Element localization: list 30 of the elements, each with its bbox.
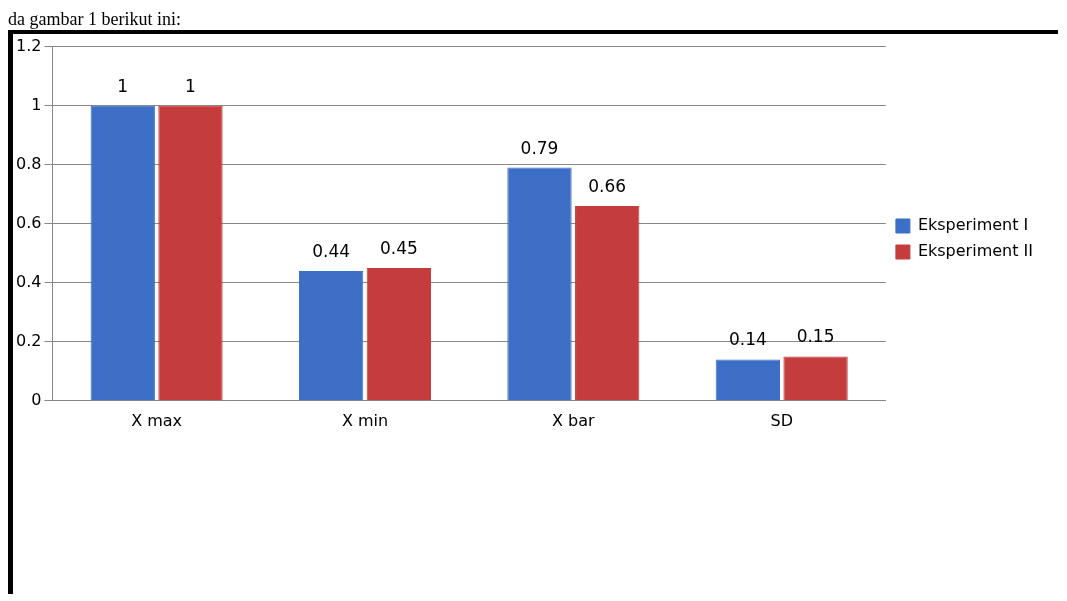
y-tick-label: 0 — [31, 389, 42, 409]
data-label: 0.44 — [312, 240, 351, 261]
y-tick-label: 1 — [31, 94, 42, 114]
data-label: 1 — [117, 75, 129, 96]
bar — [90, 105, 155, 401]
x-tick-label: SD — [770, 410, 793, 430]
y-tick-label: 0.4 — [15, 271, 42, 291]
legend-label: Eksperiment II — [917, 241, 1034, 261]
data-label: 0.15 — [796, 326, 835, 347]
x-tick-label: X min — [341, 410, 389, 430]
data-label: 0.66 — [588, 175, 627, 196]
text: da gambar 1 berikut ini: — [8, 8, 182, 30]
bar — [298, 270, 364, 401]
bar — [507, 167, 572, 401]
legend-label: Eksperiment I — [917, 215, 1029, 235]
x-tick-label: X max — [131, 410, 183, 430]
bar — [158, 105, 223, 401]
bar — [575, 205, 640, 401]
bar — [715, 359, 781, 401]
data-label: 0.79 — [520, 137, 559, 158]
bar — [366, 267, 432, 401]
x-tick-label: X bar — [552, 410, 596, 430]
y-tick-label: 0.8 — [15, 153, 42, 173]
y-tick-label: 0.2 — [15, 330, 42, 350]
data-label: 0.45 — [379, 237, 418, 258]
y-tick-label: 0.6 — [15, 212, 42, 232]
y-tick-label: 1.2 — [15, 35, 42, 55]
data-label: 1 — [185, 75, 196, 96]
bar — [783, 356, 848, 401]
data-label: 0.14 — [728, 329, 767, 350]
